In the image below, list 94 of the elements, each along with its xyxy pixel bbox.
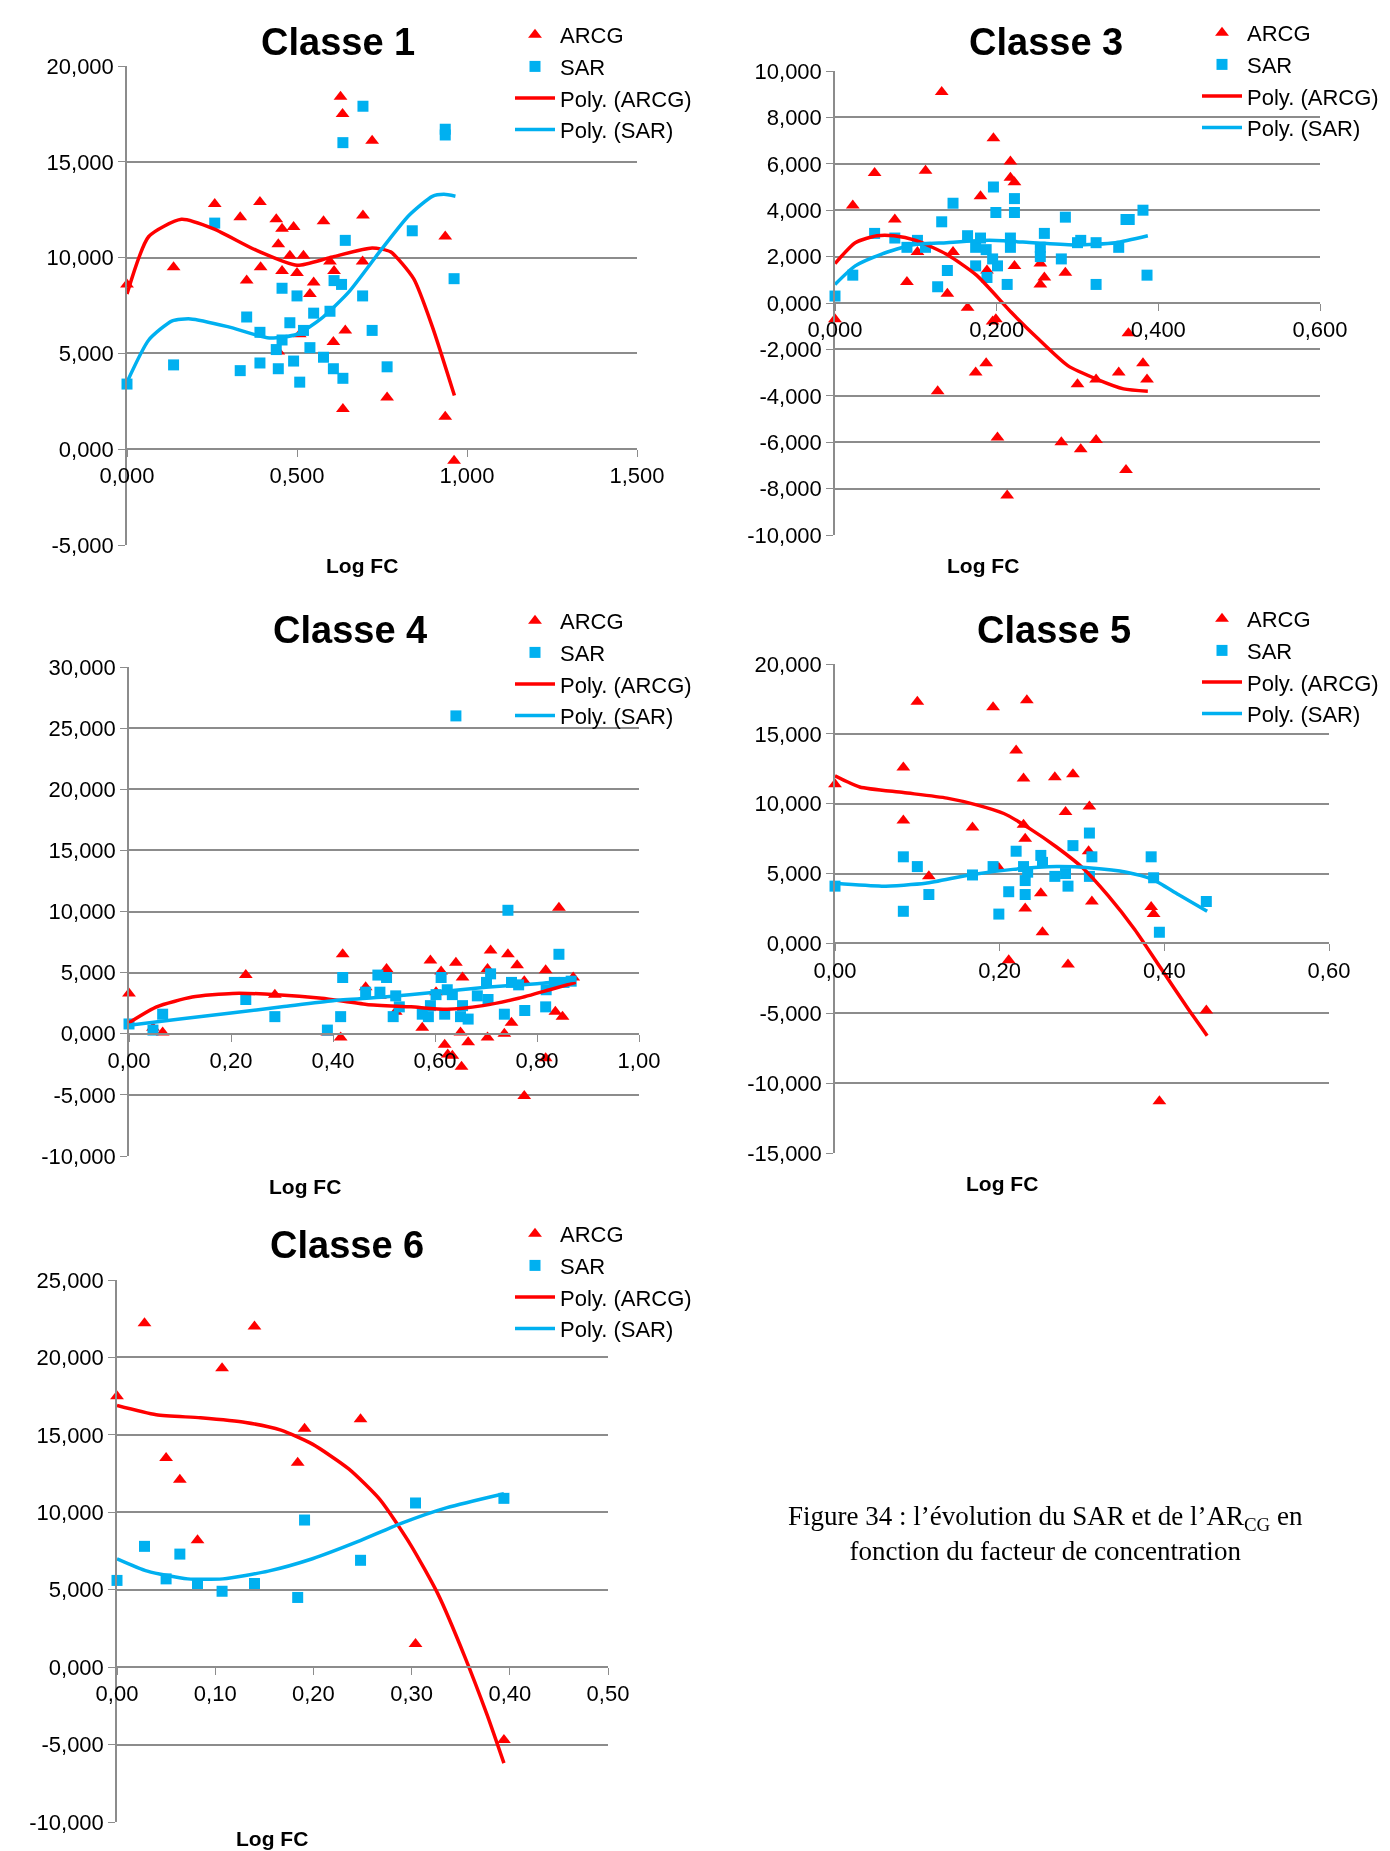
x-tick-label: 0,00: [95, 1681, 139, 1707]
x-tick-label: 0,80: [515, 1047, 559, 1073]
x-tick-label: 0,40: [311, 1047, 355, 1073]
y-tick-label: 0,000: [766, 290, 822, 316]
legend-label: ARCG: [560, 609, 624, 635]
y-tick-label: 15,000: [754, 721, 822, 747]
legend-label: Poly. (ARCG): [560, 86, 692, 112]
y-tick-label: 2,000: [766, 244, 822, 270]
y-tick-label: -10,000: [41, 1143, 116, 1169]
x-tick-label: 0,600: [1292, 317, 1348, 343]
x-tick-label: 0,20: [291, 1681, 335, 1707]
legend-label: Poly. (ARCG): [1247, 84, 1379, 110]
y-tick-label: 30,000: [48, 654, 116, 680]
y-tick-label: -10,000: [29, 1809, 104, 1835]
y-tick-label: 15,000: [48, 838, 116, 864]
y-tick-label: 0,000: [60, 1021, 116, 1047]
y-tick-label: 20,000: [36, 1345, 104, 1371]
y-tick-label: 4,000: [766, 197, 822, 223]
y-tick-label: -15,000: [747, 1140, 822, 1166]
y-tick-label: 20,000: [48, 776, 116, 802]
y-tick-label: 10,000: [46, 245, 114, 271]
legend-label: Poly. (SAR): [560, 118, 674, 144]
x-tick-label: 0,500: [269, 463, 325, 489]
y-tick-label: -8,000: [759, 476, 822, 502]
y-tick-label: 10,000: [754, 791, 822, 817]
y-tick-label: 0,000: [58, 436, 114, 462]
x-tick-label: 0,50: [586, 1681, 630, 1707]
y-tick-label: -10,000: [747, 1070, 822, 1096]
legend-label: SAR: [1247, 52, 1293, 78]
y-tick-label: 20,000: [754, 651, 822, 677]
legend-label: SAR: [560, 1253, 606, 1279]
y-tick-label: -5,000: [53, 1082, 116, 1108]
x-tick-label: 0,30: [390, 1681, 434, 1707]
legend-label: Poly. (ARCG): [560, 672, 692, 698]
x-tick-label: 1,00: [617, 1047, 661, 1073]
x-axis-title: Log FC: [236, 1827, 309, 1850]
x-tick-label: 0,20: [209, 1047, 253, 1073]
x-tick-label: 0,40: [488, 1681, 532, 1707]
y-tick-label: -5,000: [51, 532, 114, 558]
legend-label: ARCG: [560, 23, 624, 49]
y-tick-label: 15,000: [36, 1422, 104, 1448]
legend-label: SAR: [560, 54, 606, 80]
x-axis-title: Log FC: [966, 1172, 1039, 1195]
x-tick-label: 0,60: [1307, 957, 1351, 983]
y-tick-label: 0,000: [766, 931, 822, 957]
legend-label: ARCG: [1247, 21, 1311, 47]
legend-label: Poly. (SAR): [1247, 702, 1361, 728]
x-tick-label: 0,20: [978, 957, 1022, 983]
x-axis-title: Log FC: [269, 1175, 342, 1198]
chart-title: Classe 6: [270, 1224, 425, 1266]
text: Figure 34 : l’évolution du SAR et de l’AR$_{CG}$ en fonction du facteur de concentration: [788, 1501, 1303, 1567]
y-tick-label: 20,000: [46, 53, 114, 79]
y-tick-label: 25,000: [48, 715, 116, 741]
y-tick-label: 15,000: [46, 149, 114, 175]
y-tick-label: -6,000: [759, 429, 822, 455]
y-tick-label: 5,000: [766, 861, 822, 887]
y-tick-label: -5,000: [41, 1732, 104, 1758]
x-tick-label: 0,60: [413, 1047, 457, 1073]
y-tick-label: -5,000: [759, 1000, 822, 1026]
y-tick-label: 25,000: [36, 1267, 104, 1293]
y-tick-label: 10,000: [754, 58, 822, 84]
y-tick-label: -10,000: [747, 522, 822, 548]
chart-title: Classe 4: [273, 609, 428, 651]
y-tick-label: 10,000: [36, 1499, 104, 1525]
y-tick-label: -4,000: [759, 383, 822, 409]
x-tick-label: 0,400: [1130, 317, 1186, 343]
legend-label: Poly. (SAR): [1247, 116, 1361, 142]
legend-label: ARCG: [1247, 607, 1311, 633]
x-tick-label: 0,200: [969, 317, 1025, 343]
x-tick-label: 1,000: [439, 463, 495, 489]
x-tick-label: 0,10: [193, 1681, 237, 1707]
y-tick-label: 0,000: [48, 1654, 104, 1680]
x-tick-label: 0,00: [107, 1047, 151, 1073]
y-tick-label: 8,000: [766, 105, 822, 131]
legend-label: Poly. (ARCG): [560, 1285, 692, 1311]
legend-label: ARCG: [560, 1222, 624, 1248]
x-tick-label: 1,500: [609, 463, 665, 489]
y-tick-label: 5,000: [48, 1577, 104, 1603]
x-axis-title: Log FC: [326, 554, 399, 577]
y-tick-label: 5,000: [60, 960, 116, 986]
chart-title: Classe 1: [261, 21, 416, 63]
x-axis-title: Log FC: [947, 554, 1020, 577]
y-tick-label: 5,000: [58, 341, 114, 367]
chart-title: Classe 3: [969, 21, 1124, 63]
legend-label: SAR: [1247, 638, 1293, 664]
x-tick-label: 0,00: [813, 957, 857, 983]
legend-label: Poly. (SAR): [560, 704, 674, 730]
chart-title: Classe 5: [977, 609, 1132, 651]
y-tick-label: 10,000: [48, 899, 116, 925]
y-tick-label: 6,000: [766, 151, 822, 177]
legend-label: Poly. (SAR): [560, 1317, 674, 1343]
x-tick-label: 0,000: [99, 463, 155, 489]
legend-label: Poly. (ARCG): [1247, 670, 1379, 696]
legend-label: SAR: [560, 640, 606, 666]
